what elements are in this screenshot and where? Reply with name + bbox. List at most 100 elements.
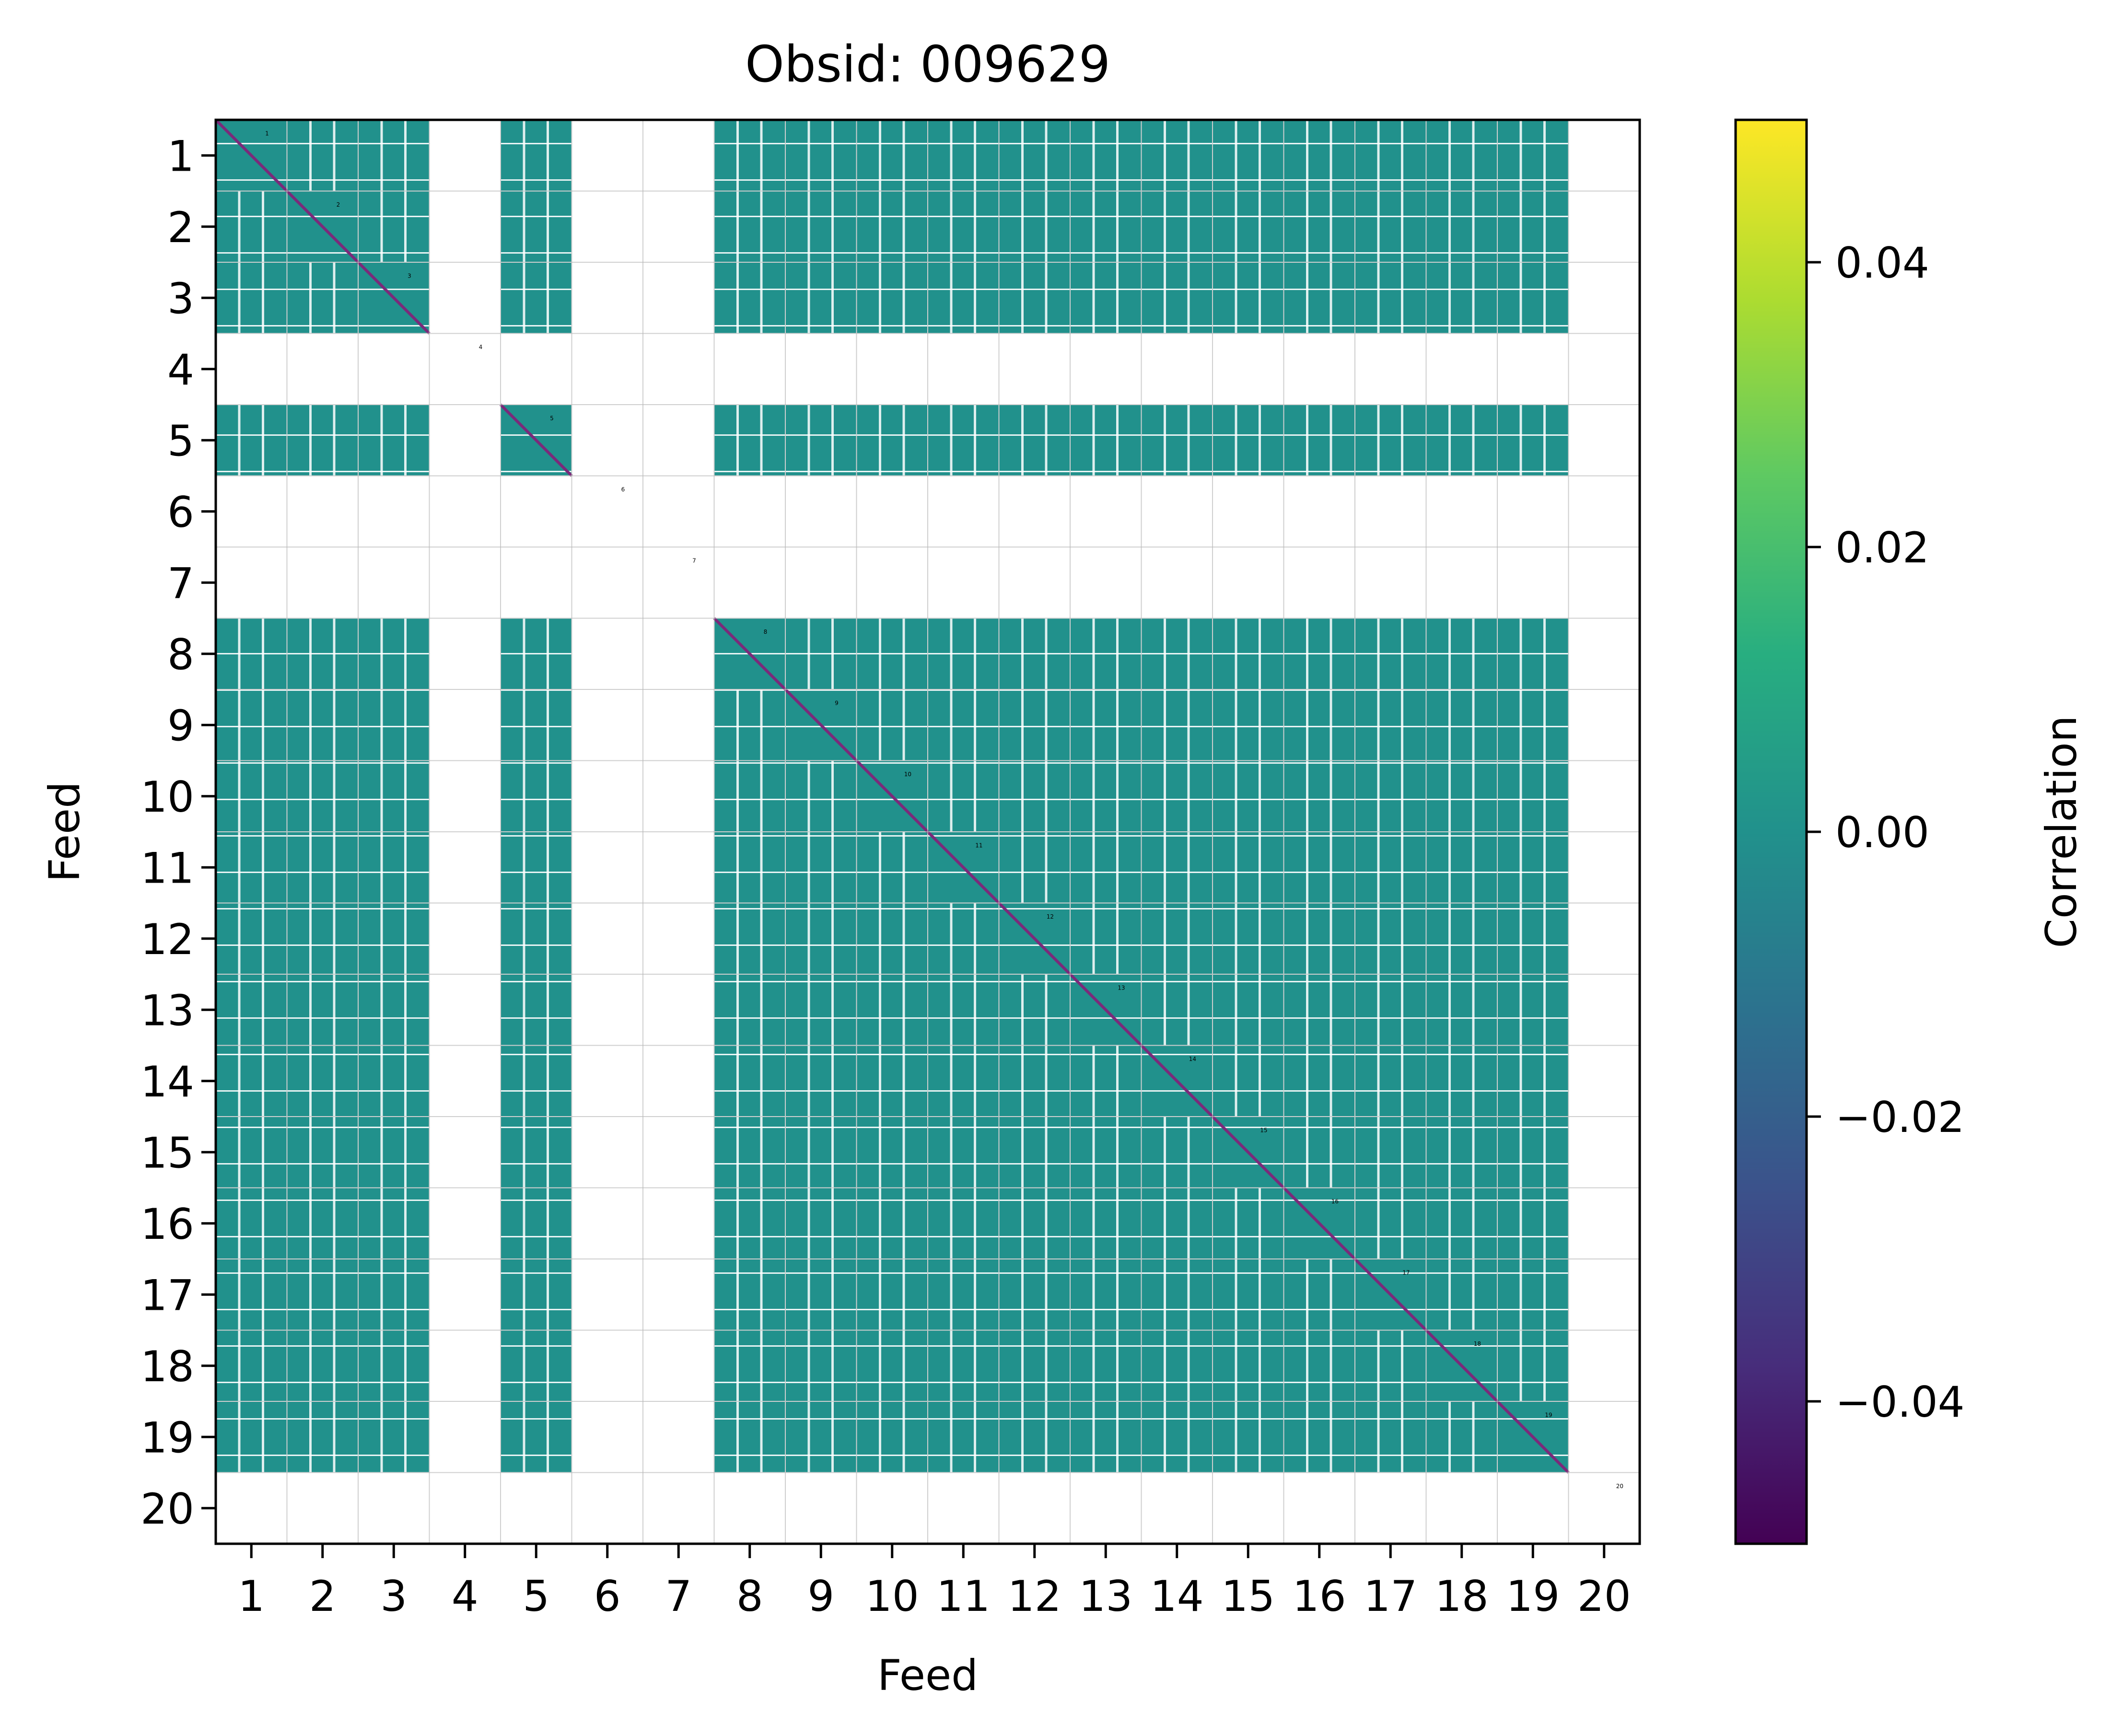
heatmap-cell-15-19 bbox=[1498, 1117, 1568, 1188]
heatmap-cell-11-17 bbox=[1355, 832, 1426, 903]
heatmap-cell-9-17 bbox=[1355, 690, 1426, 760]
heatmap-cell-stripe bbox=[547, 761, 549, 831]
heatmap-cell-stripe bbox=[1401, 120, 1403, 191]
heatmap-cell-stripe bbox=[238, 1402, 241, 1472]
heatmap-cell-stripe bbox=[333, 832, 336, 903]
heatmap-cell-stripe bbox=[380, 761, 383, 831]
heatmap-cell-stripe bbox=[1401, 618, 1403, 689]
heatmap-cell-stripe bbox=[760, 975, 763, 1045]
heatmap-cell-stripe bbox=[1116, 1188, 1119, 1258]
heatmap-cell-stripe bbox=[547, 975, 549, 1045]
heatmap-cell-2-13 bbox=[1071, 191, 1141, 262]
heatmap-cell-stripe bbox=[380, 1402, 383, 1472]
heatmap-cell-stripe bbox=[831, 263, 834, 333]
heatmap-cell-13-15 bbox=[1213, 975, 1283, 1045]
y-tick-label: 4 bbox=[167, 345, 194, 395]
heatmap-cell-2-19 bbox=[1498, 191, 1568, 262]
heatmap-cell-stripe bbox=[1187, 1259, 1190, 1330]
y-tick-label: 2 bbox=[167, 203, 194, 252]
heatmap-cell-stripe bbox=[1116, 832, 1119, 903]
heatmap-cell-stripe bbox=[1259, 263, 1261, 333]
colorbar-label: Correlation bbox=[2037, 715, 2086, 948]
heatmap-cell-stripe bbox=[1235, 1188, 1237, 1258]
heatmap-cell-stripe bbox=[1472, 1188, 1475, 1258]
heatmap-cell-stripe bbox=[238, 903, 241, 974]
colorbar-tick-label: 0.02 bbox=[1835, 523, 1929, 572]
heatmap-cell-stripe bbox=[1306, 1259, 1308, 1330]
heatmap-cell-9-1 bbox=[216, 690, 287, 760]
heatmap-cell-stripe bbox=[1377, 832, 1380, 903]
heatmap-cell-stripe bbox=[1092, 618, 1095, 689]
heatmap-cell-stripe bbox=[262, 618, 264, 689]
heatmap-cell-stripe bbox=[1448, 191, 1451, 262]
heatmap-cell-stripe bbox=[1377, 1046, 1380, 1116]
heatmap-cell-stripe bbox=[1259, 1046, 1261, 1116]
heatmap-cell-stripe bbox=[1306, 1330, 1308, 1401]
heatmap-cell-19-2 bbox=[287, 1402, 358, 1472]
heatmap-cell-stripe bbox=[807, 975, 810, 1045]
heatmap-cell-stripe bbox=[760, 1402, 763, 1472]
heatmap-cell-stripe bbox=[974, 120, 976, 191]
heatmap-cell-2-5 bbox=[501, 191, 571, 262]
heatmap-cell-stripe bbox=[807, 405, 810, 476]
heatmap-cell-stripe bbox=[974, 690, 976, 760]
heatmap-cell-16-18 bbox=[1426, 1188, 1497, 1258]
heatmap-cell-8-1 bbox=[216, 618, 287, 689]
heatmap-cell-19-9 bbox=[786, 1402, 856, 1472]
heatmap-cell-1-16 bbox=[1284, 120, 1354, 191]
heatmap-cell-16-3 bbox=[359, 1188, 429, 1258]
heatmap-cell-stripe bbox=[404, 120, 407, 191]
heatmap-cell-stripe bbox=[309, 263, 312, 333]
heatmap-cell-stripe bbox=[238, 690, 241, 760]
heatmap-cell-stripe bbox=[1472, 761, 1475, 831]
heatmap-cell-stripe bbox=[902, 1188, 905, 1258]
heatmap-cell-17-5 bbox=[501, 1259, 571, 1330]
heatmap-cell-stripe bbox=[1472, 120, 1475, 191]
heatmap-cell-stripe bbox=[831, 191, 834, 262]
heatmap-cell-17-15 bbox=[1213, 1259, 1283, 1330]
heatmap-cell-17-8 bbox=[714, 1259, 785, 1330]
heatmap-cell-stripe bbox=[1448, 1402, 1451, 1472]
heatmap-cell-stripe bbox=[1045, 1259, 1048, 1330]
heatmap-cell-stripe bbox=[1543, 191, 1546, 262]
heatmap-cell-stripe bbox=[736, 1402, 739, 1472]
heatmap-cell-stripe bbox=[1021, 690, 1024, 760]
heatmap-cell-stripe bbox=[1448, 832, 1451, 903]
heatmap-cell-stripe bbox=[1401, 405, 1403, 476]
heatmap-cell-stripe bbox=[523, 1188, 525, 1258]
heatmap-cell-stripe bbox=[831, 120, 834, 191]
heatmap-cell-stripe bbox=[1472, 975, 1475, 1045]
heatmap-cell-2-18 bbox=[1426, 191, 1497, 262]
heatmap-cell-stripe bbox=[1164, 263, 1166, 333]
heatmap-cell-5-13 bbox=[1071, 405, 1141, 476]
heatmap-cell-12-2 bbox=[287, 903, 358, 974]
heatmap-cell-stripe bbox=[760, 120, 763, 191]
plot-frame bbox=[214, 118, 1641, 1545]
heatmap-cell-stripe bbox=[1330, 191, 1332, 262]
heatmap-cell-10-2 bbox=[287, 761, 358, 831]
heatmap-cell-stripe bbox=[807, 903, 810, 974]
x-tick-label: 2 bbox=[309, 1572, 336, 1621]
heatmap-cell-11-10 bbox=[857, 832, 927, 903]
heatmap-cell-1-18 bbox=[1426, 120, 1497, 191]
heatmap-cell-3-17 bbox=[1355, 263, 1426, 333]
heatmap-cell-2-9 bbox=[786, 191, 856, 262]
heatmap-cell-stripe bbox=[1045, 1117, 1048, 1188]
heatmap-cell-stripe bbox=[1164, 405, 1166, 476]
heatmap-cell-stripe bbox=[831, 1188, 834, 1258]
heatmap-cell-13-5 bbox=[501, 975, 571, 1045]
heatmap-cell-stripe bbox=[1187, 1188, 1190, 1258]
heatmap-cell-stripe bbox=[1472, 191, 1475, 262]
heatmap-cell-11-16 bbox=[1284, 832, 1354, 903]
heatmap-cell-stripe bbox=[1472, 618, 1475, 689]
heatmap-cell-stripe bbox=[1472, 832, 1475, 903]
heatmap-cell-stripe bbox=[1519, 903, 1522, 974]
heatmap-cell-11-3 bbox=[359, 832, 429, 903]
heatmap-cell-stripe bbox=[1543, 761, 1546, 831]
heatmap-cell-stripe bbox=[879, 1402, 881, 1472]
heatmap-cell-13-8 bbox=[714, 975, 785, 1045]
heatmap-cell-stripe bbox=[1448, 975, 1451, 1045]
heatmap-cell-8-16 bbox=[1284, 618, 1354, 689]
heatmap-cell-5-1 bbox=[216, 405, 287, 476]
heatmap-cell-stripe bbox=[1330, 1259, 1332, 1330]
